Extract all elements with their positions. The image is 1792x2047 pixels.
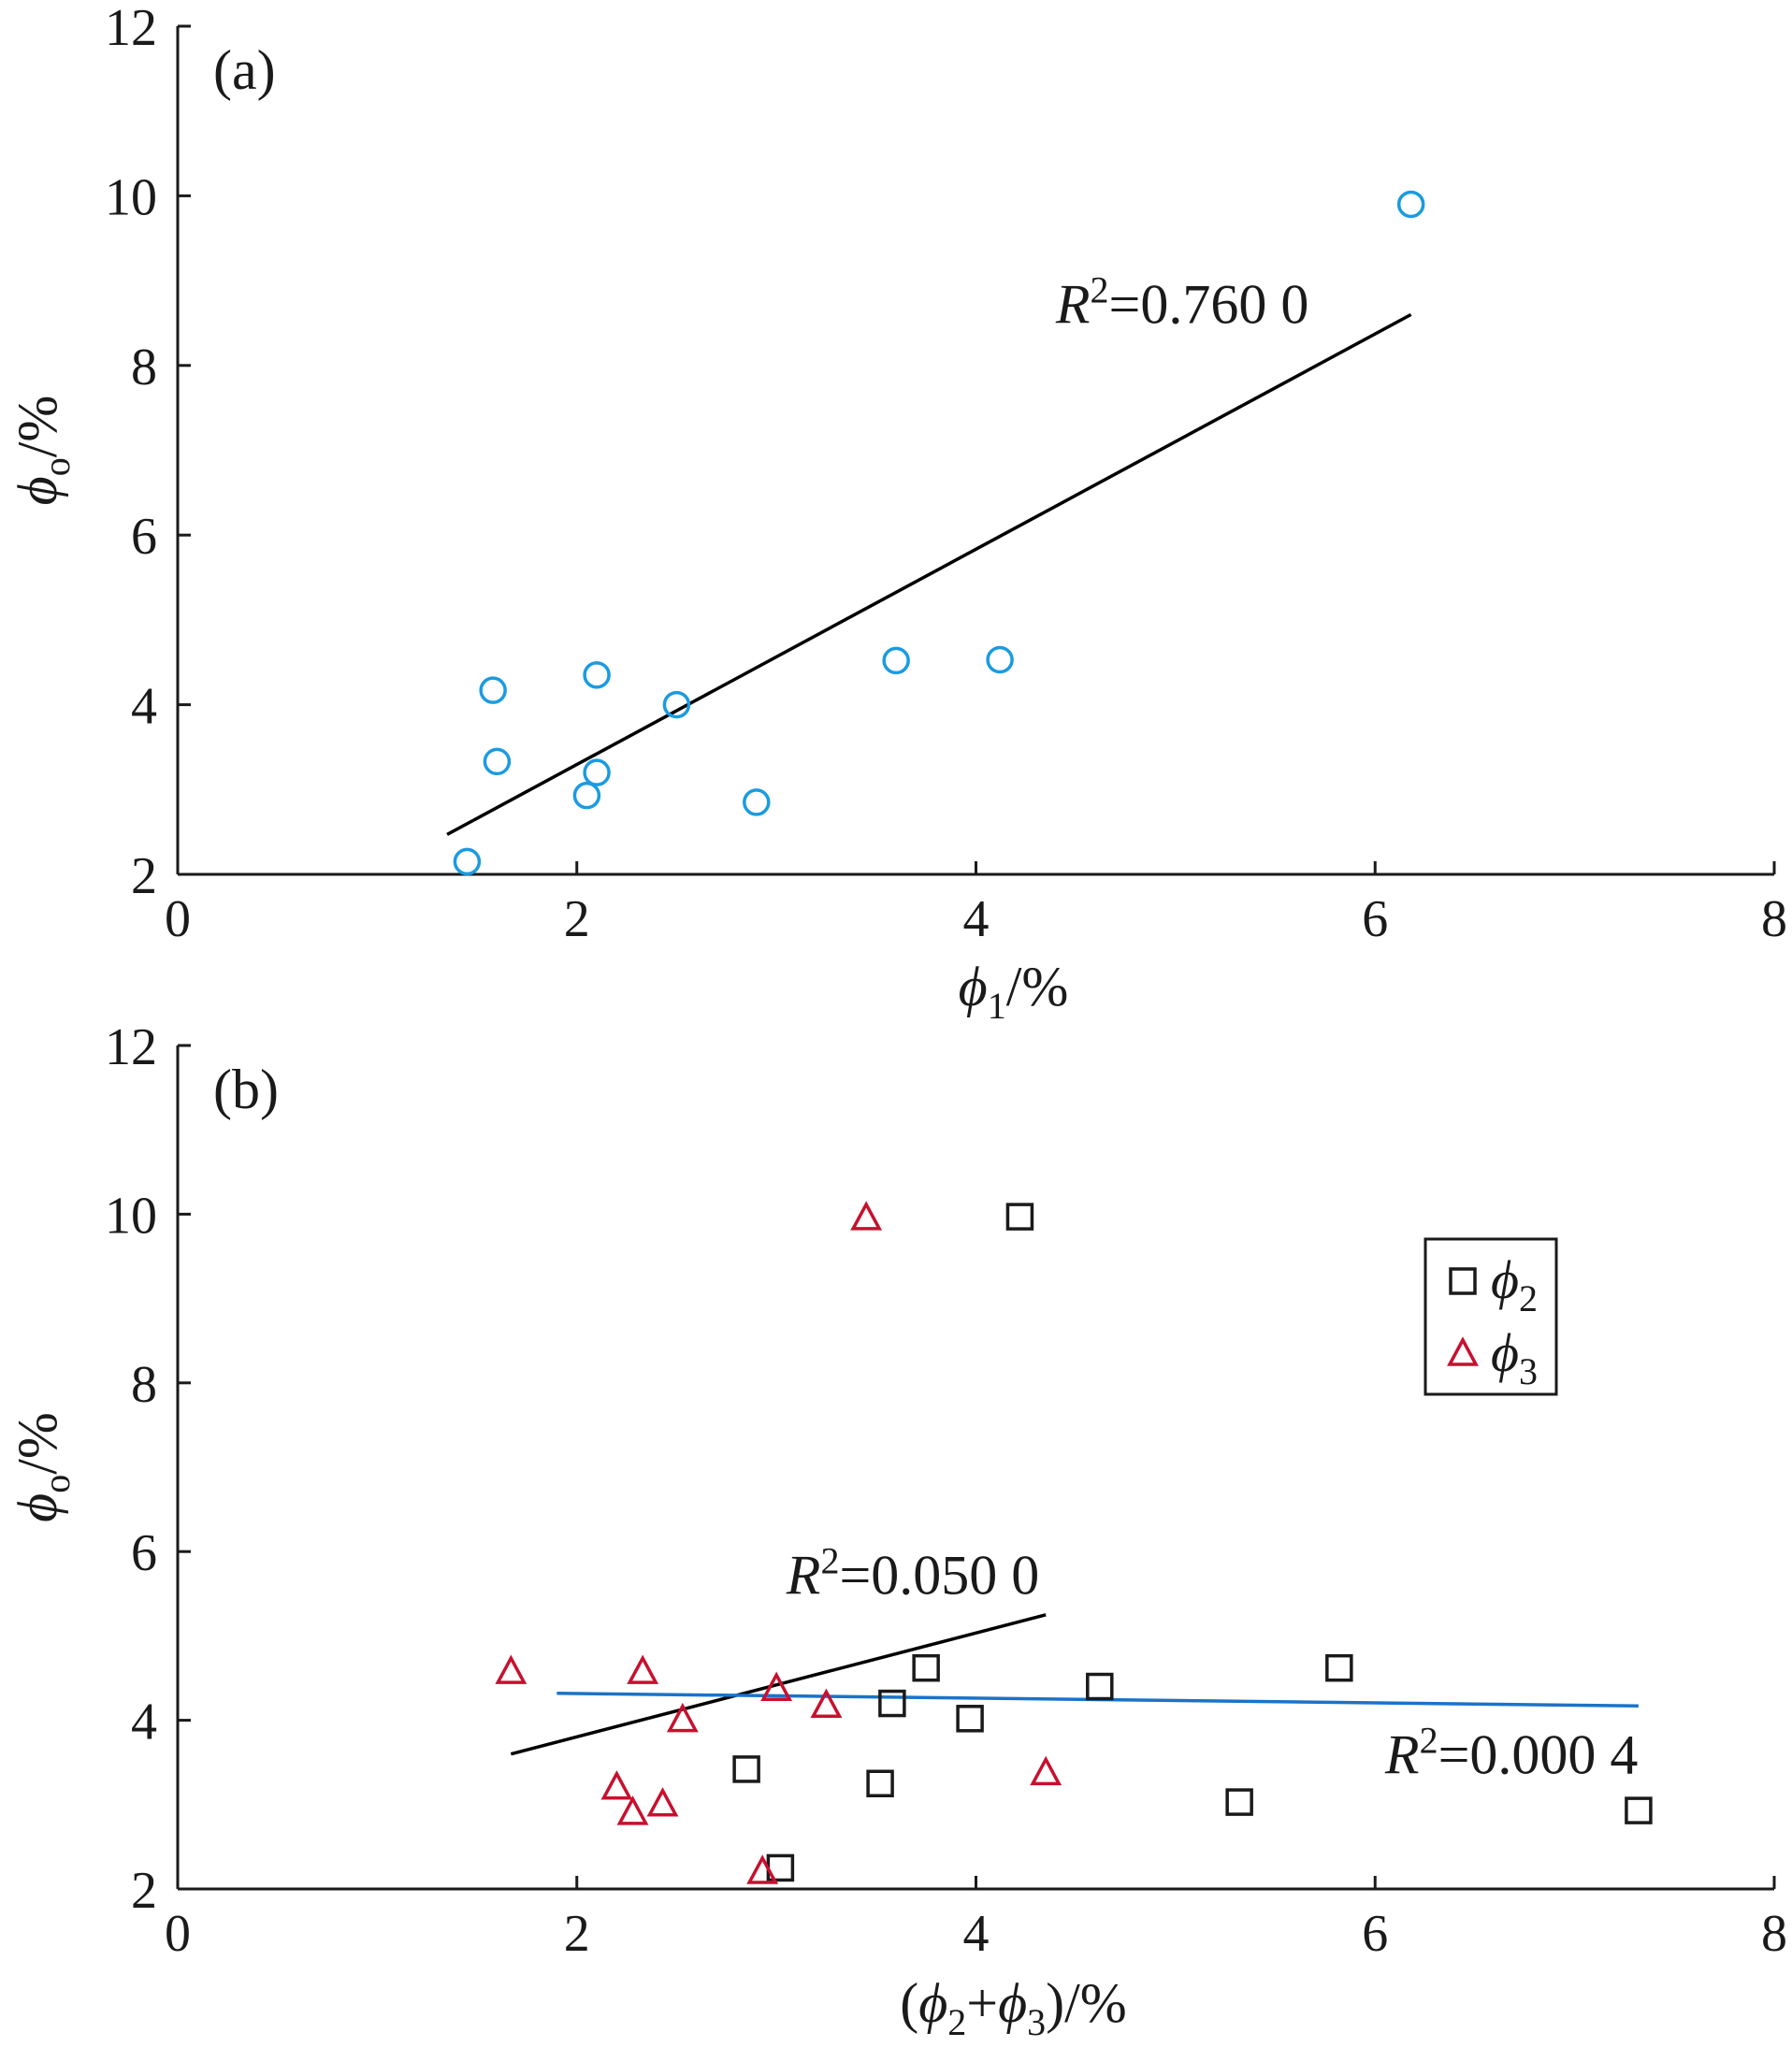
data-point-circle	[483, 747, 512, 776]
data-point-square	[1625, 1796, 1653, 1824]
x-tick-label: 0	[165, 890, 191, 948]
data-point-triangle	[646, 1787, 679, 1817]
y-tick-label: 2	[131, 847, 157, 905]
x-axis-label: (ϕ2+ϕ3)/%	[900, 1972, 1127, 2043]
legend-marker-triangle	[1447, 1336, 1479, 1366]
data-point-circle	[583, 661, 611, 689]
x-tick-label: 2	[564, 890, 590, 948]
panel-label: (a)	[213, 39, 276, 101]
y-tick-label: 4	[131, 1694, 157, 1751]
y-tick-label: 2	[131, 1862, 157, 1920]
y-tick-label: 8	[131, 1356, 157, 1414]
data-point-circle	[986, 645, 1014, 674]
x-tick-label: 8	[1761, 890, 1787, 948]
legend-label: ϕ2	[1491, 1249, 1538, 1319]
data-point-circle	[583, 758, 611, 786]
fit-line-1	[446, 312, 1412, 836]
fit-line-1	[510, 1613, 1047, 1756]
y-tick-label: 10	[105, 1187, 157, 1245]
y-axis-label: ϕo/%	[7, 1412, 78, 1522]
r-squared-label-1: R2=0.050 0	[786, 1539, 1039, 1606]
y-tick-label: 10	[105, 168, 157, 226]
y-tick-label: 6	[131, 1524, 157, 1582]
data-point-circle	[1396, 190, 1425, 219]
x-tick-label: 8	[1761, 1905, 1787, 1963]
y-axis-label: ϕo/%	[7, 396, 78, 506]
legend-label: ϕ3	[1491, 1322, 1538, 1392]
data-point-circle	[453, 847, 482, 876]
data-point-triangle	[627, 1654, 659, 1684]
panel-label: (b)	[213, 1059, 279, 1120]
data-point-triangle	[850, 1201, 883, 1231]
data-point-circle	[882, 646, 910, 675]
r-squared-label-1: R2=0.760 0	[1055, 268, 1309, 335]
data-point-square	[878, 1689, 906, 1718]
data-point-triangle	[495, 1654, 527, 1684]
x-tick-label: 4	[963, 890, 990, 948]
legend-marker-square	[1449, 1267, 1477, 1295]
data-point-triangle	[1030, 1755, 1062, 1786]
legend-box	[1423, 1237, 1558, 1396]
x-axis-label: ϕ1/%	[959, 956, 1069, 1027]
x-tick-label: 4	[963, 1905, 990, 1963]
y-tick-label: 8	[131, 339, 157, 396]
x-tick-label: 6	[1362, 1905, 1388, 1963]
data-point-circle	[662, 690, 691, 719]
data-point-circle	[479, 676, 507, 704]
y-tick-label: 12	[105, 1018, 157, 1076]
data-point-triangle	[666, 1702, 699, 1733]
data-point-square	[1325, 1653, 1353, 1682]
data-point-square	[912, 1653, 940, 1682]
data-point-square	[866, 1769, 894, 1797]
y-tick-label: 12	[105, 0, 157, 57]
data-point-square	[956, 1705, 984, 1733]
data-point-triangle	[616, 1795, 649, 1825]
data-point-triangle	[600, 1770, 633, 1800]
x-tick-label: 6	[1362, 890, 1388, 948]
x-tick-label: 0	[165, 1905, 191, 1963]
data-point-square	[1086, 1672, 1114, 1701]
data-point-triangle	[810, 1688, 843, 1719]
data-point-circle	[743, 788, 771, 816]
data-point-triangle	[746, 1854, 779, 1884]
x-tick-label: 2	[564, 1905, 590, 1963]
r-squared-label-2: R2=0.000 4	[1384, 1719, 1639, 1785]
data-point-triangle	[760, 1671, 793, 1701]
data-point-square	[1225, 1788, 1253, 1816]
data-point-circle	[572, 781, 601, 810]
y-tick-label: 4	[131, 678, 157, 736]
data-point-square	[732, 1755, 760, 1783]
data-point-square	[1005, 1203, 1034, 1231]
y-tick-label: 6	[131, 508, 157, 566]
